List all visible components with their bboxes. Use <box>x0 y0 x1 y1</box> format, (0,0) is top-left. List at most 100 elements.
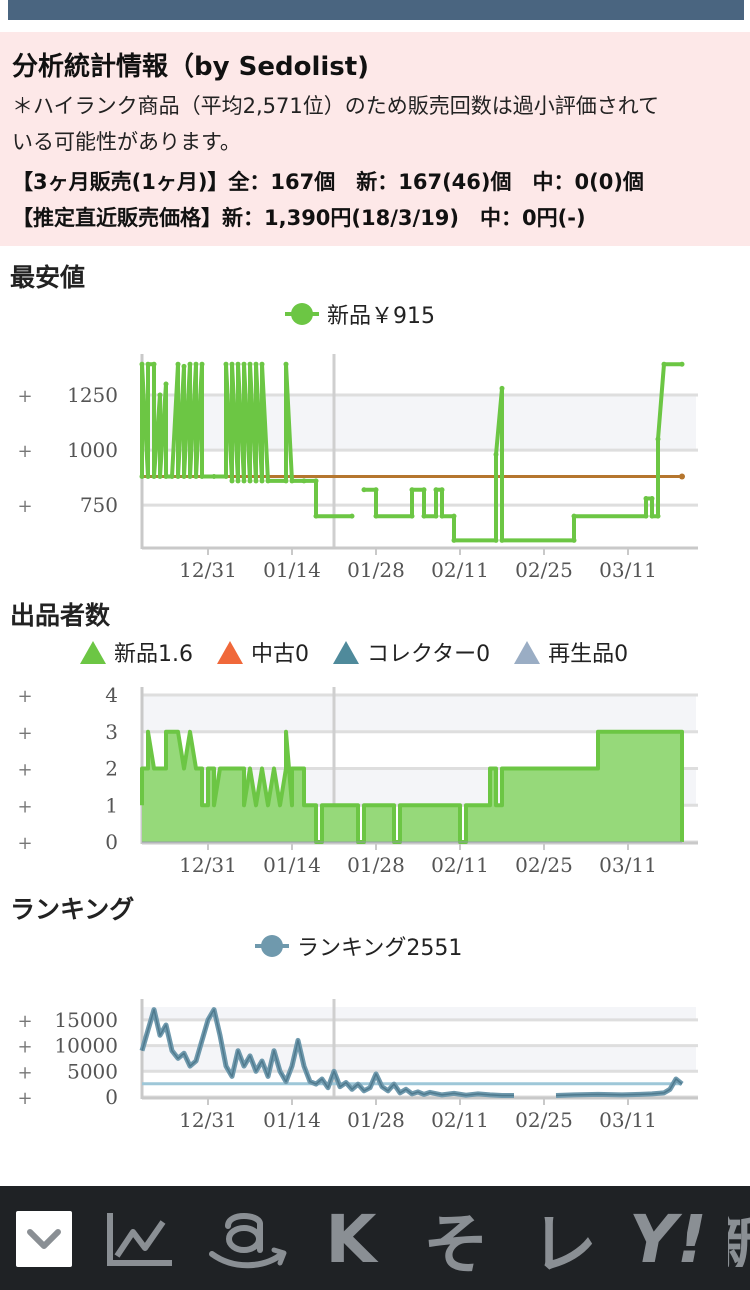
y-tick-label: 10000 <box>54 1034 118 1058</box>
series-new-point <box>193 361 199 367</box>
x-tick-label: 12/31 <box>179 558 237 582</box>
series-new-line <box>140 362 352 519</box>
analysis-panel: 分析統計情報（by Sedolist) ＊ハイランク商品（平均2,571位）のた… <box>0 32 750 246</box>
header-bar <box>8 0 744 20</box>
series-new-point <box>361 487 367 493</box>
x-tick-label: 01/28 <box>347 853 405 877</box>
series-new-point <box>289 478 295 484</box>
y-tick-label: 4 <box>105 683 118 707</box>
chart-lowest-price: 750 +1000 +1250 +12/31 01/14 01/28 02/11 02/25 0… <box>17 354 698 582</box>
series-new-point <box>655 436 661 442</box>
series-new-point <box>451 513 457 519</box>
legend-marker-triangle <box>80 641 106 664</box>
series-new-point <box>439 513 445 519</box>
series-new-point <box>151 361 157 367</box>
x-tick-label: 02/25 <box>515 853 573 877</box>
series-new-point <box>259 478 265 484</box>
yahoo-button[interactable]: Y! <box>629 1200 707 1278</box>
recent-price-line: 【推定直近販売価格】新：1,390円(18/3/19) 中：0円(-) <box>12 206 586 230</box>
series-rank-core <box>555 1078 683 1097</box>
series-new-point <box>421 487 427 493</box>
legend-triangle-marker <box>217 641 243 664</box>
x-tick-label: 02/25 <box>515 558 573 582</box>
series-new-point <box>253 478 259 484</box>
series-new-point <box>187 361 193 367</box>
legend-lowest[interactable]: 新品￥915 <box>283 298 435 330</box>
series-new-point <box>163 381 169 387</box>
plus-sign: + <box>17 1037 32 1058</box>
series-new-point <box>373 487 379 493</box>
plus-sign: + <box>17 833 32 854</box>
series-new-point <box>493 537 499 543</box>
x-tick-label: 03/11 <box>599 558 657 582</box>
series-new-point <box>313 513 319 519</box>
chart-tool-button[interactable] <box>104 1211 176 1267</box>
y-tick-label: 1250 <box>67 383 118 407</box>
legend-marker-triangle <box>514 641 541 664</box>
y-tick-label: 3 <box>105 720 118 744</box>
plus-sign: + <box>17 1062 32 1083</box>
legend-item[interactable]: 新品1.6 <box>78 636 193 668</box>
series-new-point <box>643 513 649 519</box>
plot-band <box>142 695 696 732</box>
series-new-point <box>151 474 157 480</box>
legend-item[interactable]: 再生品0 <box>512 636 628 668</box>
series-new-point <box>655 513 661 519</box>
legend-item[interactable]: ランキング2551 <box>253 930 462 962</box>
series-new-point <box>349 513 355 519</box>
amazon-button[interactable] <box>205 1211 291 1269</box>
legend-item[interactable]: 新品￥915 <box>283 298 435 330</box>
series-new-point <box>283 478 289 484</box>
research-button[interactable]: レ <box>531 1206 597 1283</box>
x-tick-label: 01/14 <box>263 558 321 582</box>
x-tick-label: 02/25 <box>515 1108 573 1132</box>
series-new-point <box>229 361 235 367</box>
legend-label: ランキング2551 <box>297 936 463 961</box>
series-new-area <box>142 731 682 842</box>
y-tick-label: 5000 <box>67 1059 118 1083</box>
series-new-point <box>499 537 505 543</box>
keepa-button[interactable]: K <box>325 1200 377 1278</box>
legend-ranking[interactable]: ランキング2551 <box>253 930 462 962</box>
collapse-button[interactable] <box>16 1211 72 1267</box>
plus-sign: + <box>17 1011 32 1032</box>
series-new-point <box>283 361 289 367</box>
legend-label: 新品￥915 <box>327 304 435 329</box>
bottom-toolbar: K そ レ Y! 新 <box>0 1186 750 1290</box>
series-new-point <box>241 361 247 367</box>
series-new-point <box>265 478 271 484</box>
series-new-point <box>235 478 241 484</box>
series-new-point <box>301 478 307 484</box>
series-new-point <box>175 474 181 480</box>
x-tick-label: 02/11 <box>431 853 489 877</box>
plus-sign: + <box>17 796 32 817</box>
series-new-point <box>169 474 175 480</box>
sedolist-button[interactable]: そ <box>423 1206 489 1283</box>
x-tick-label: 12/31 <box>179 1108 237 1132</box>
legend-circle-marker <box>255 935 289 957</box>
series-new-point <box>157 392 163 398</box>
series-new-point <box>409 513 415 519</box>
legend-sellers[interactable]: 新品1.6 中古0 コレクター0 再生品0 <box>78 636 628 668</box>
series-new-point <box>649 513 655 519</box>
chevron-down-icon <box>27 1229 61 1249</box>
series-new-point <box>199 361 205 367</box>
legend-marker-dot <box>261 935 283 957</box>
legend-item[interactable]: 中古0 <box>215 636 309 668</box>
y-tick-label: 15000 <box>54 1008 118 1032</box>
series-new-point <box>235 361 241 367</box>
series-new-point <box>181 474 187 480</box>
series-new-point <box>229 478 235 484</box>
series-new-point <box>139 474 145 480</box>
legend-label: コレクター0 <box>367 642 491 667</box>
legend-item[interactable]: コレクター0 <box>331 636 490 668</box>
series-new-point <box>373 513 379 519</box>
series-new-point <box>247 478 253 484</box>
series-new-point <box>223 474 229 480</box>
chart-ranking: 0 +5000 +10000 +15000 +12/31 01/14 01/28 02/11 0… <box>17 999 698 1132</box>
plus-sign: + <box>17 1088 32 1109</box>
series-new-point <box>157 474 163 480</box>
more-tools-button[interactable]: 新 <box>728 1211 750 1267</box>
rank-note-line1: ＊ハイランク商品（平均2,571位）のため販売回数は過小評価されて <box>12 94 660 118</box>
legend-marker-dot <box>291 303 313 325</box>
